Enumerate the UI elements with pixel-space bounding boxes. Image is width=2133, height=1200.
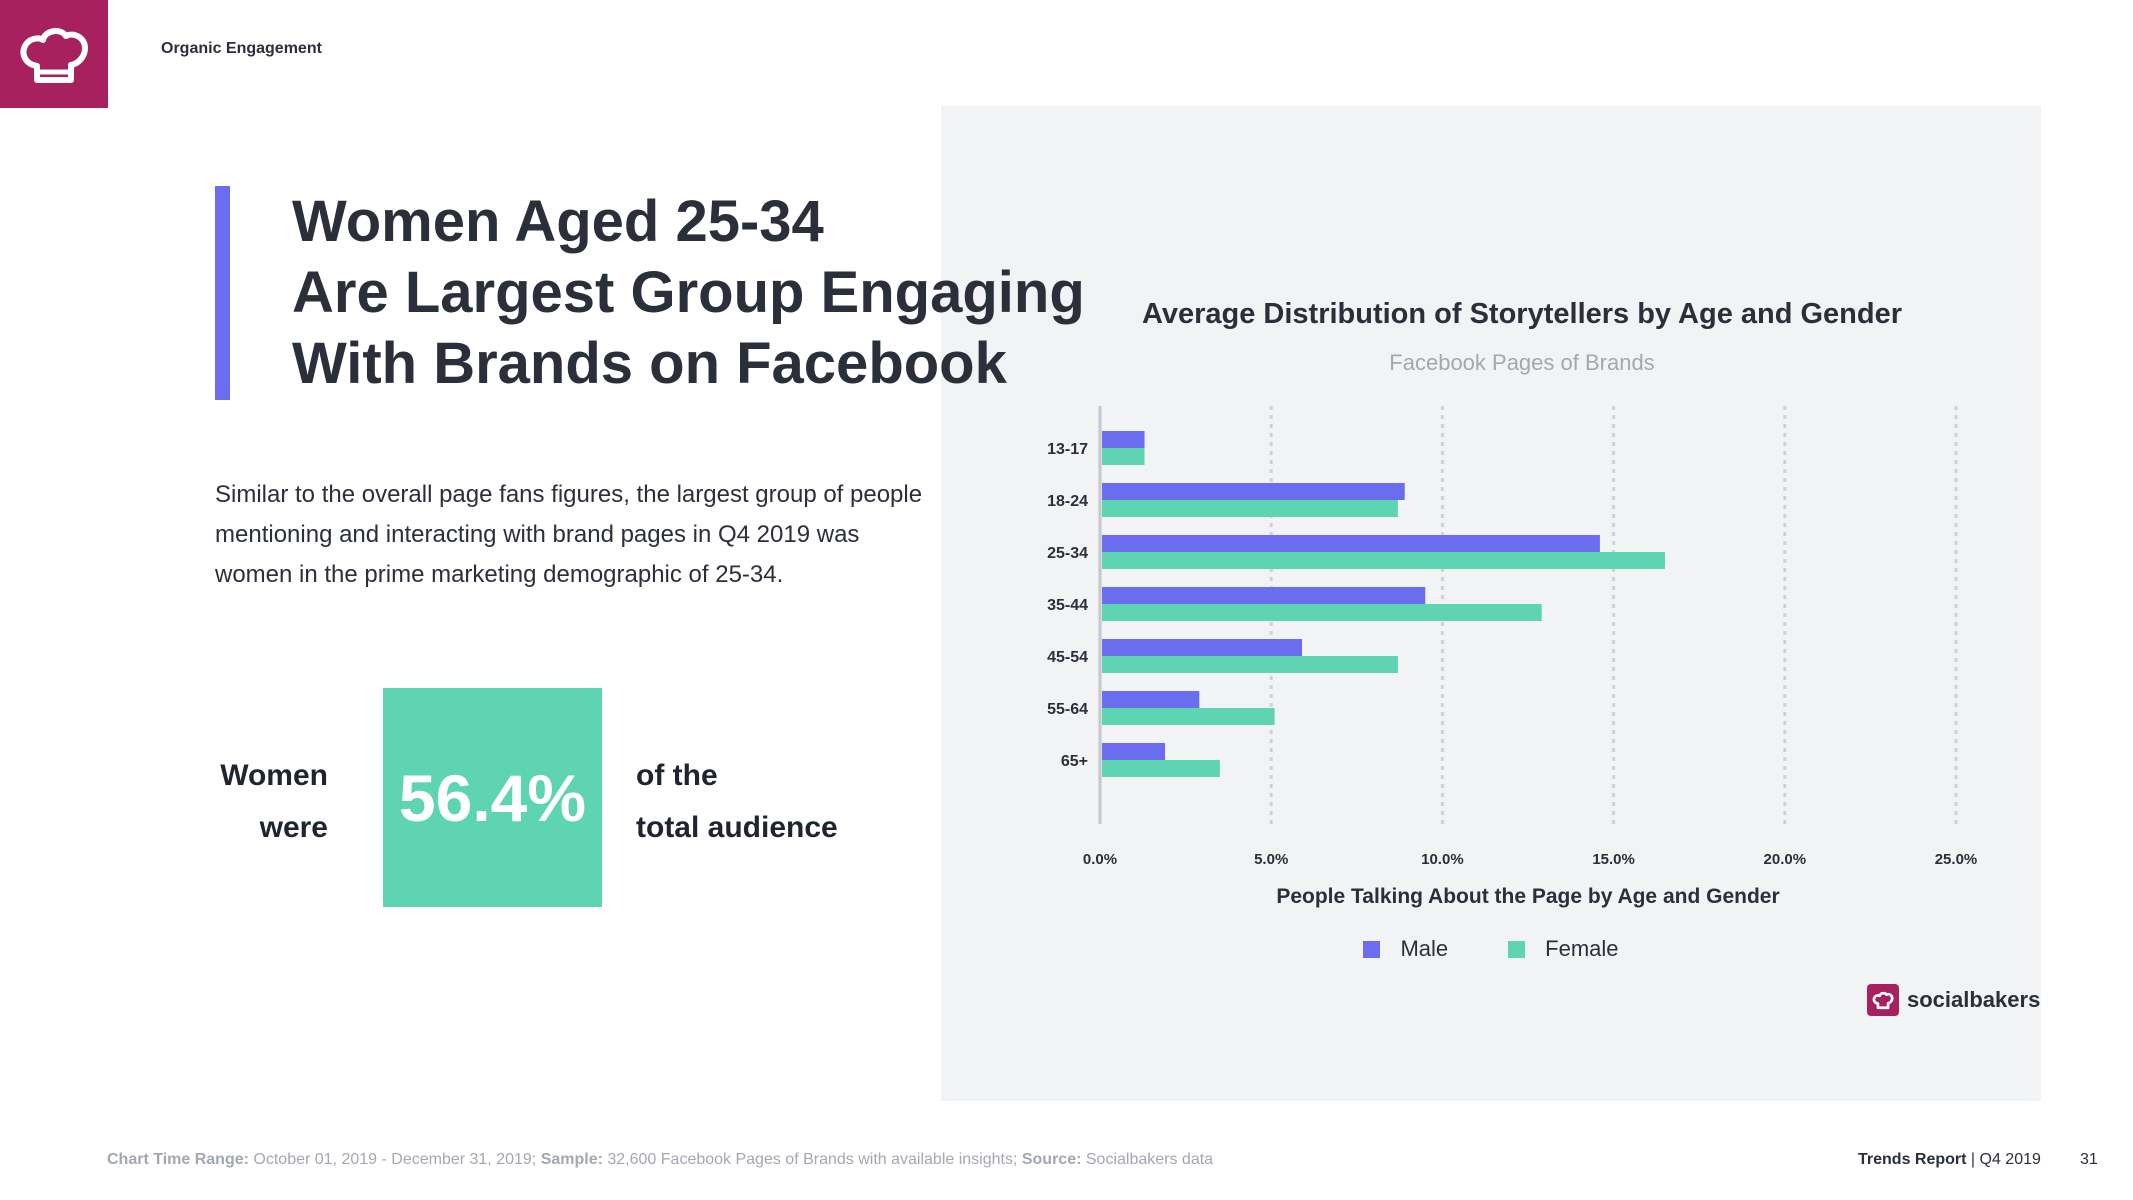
bar-female [1102,500,1398,517]
bar-female [1102,656,1398,673]
stat-suffix: of the total audience [636,750,896,854]
page-title-line: Women Aged 25-34 [292,189,824,254]
y-tick-label: 65+ [1061,753,1088,770]
stat-prefix-line: were [259,811,328,844]
legend-swatch [1508,940,1526,958]
footer-sample-value: 32,600 Facebook Pages of Brands with ava… [602,1151,1022,1168]
y-tick-label: 55-64 [1047,701,1088,718]
footer-range-label: Chart Time Range: [107,1151,249,1168]
chart-legend: Male Female [941,936,2041,962]
stat-prefix: Women were [200,750,328,854]
bar-male [1102,639,1303,656]
page-title: Women Aged 25-34 Are Largest Group Engag… [292,186,1092,399]
bar-female [1102,604,1542,621]
x-tick-label: 0.0% [1083,851,1117,868]
section-label: Organic Engagement [161,40,322,57]
bar-male [1102,535,1600,552]
chart-subtitle: Facebook Pages of Brands [1389,350,1655,375]
bar-female [1102,708,1275,725]
legend-label: Male [1400,936,1449,961]
socialbakers-brand: socialbakers [1867,984,2040,1016]
stat-value-box: 56.4% [383,688,602,907]
stat-prefix-line: Women [220,759,328,792]
bar-chart: 0.0% 5.0% 10.0% 15.0% 20.0% 25.0% 13-17 18-24 25… [1047,406,1978,908]
stat-value: 56.4% [398,760,587,835]
page-number: 31 [2080,1151,2098,1168]
stat-suffix-line: of the [636,759,718,792]
body-paragraph: Similar to the overall page fans figures… [215,481,923,588]
footer-source-label: Source: [1021,1151,1082,1168]
y-tick-label: 35-44 [1047,597,1088,614]
x-tick-label: 25.0% [1935,851,1978,868]
y-tick-label: 18-24 [1047,493,1088,510]
bar-female [1102,448,1145,465]
bar-male [1102,691,1200,708]
legend-swatch [1363,940,1381,958]
footer-source: Chart Time Range: October 01, 2019 - Dec… [107,1151,1213,1169]
bar-male [1102,743,1166,760]
page-title-line: With Brands on Facebook [292,331,1007,396]
bar-male [1102,483,1405,500]
footer-report-period: | Q4 2019 [1966,1151,2041,1168]
legend-item-female: Female [1508,936,1619,962]
footer-report-label: Trends Report [1858,1151,1967,1168]
socialbakers-logo-icon [1867,984,1899,1016]
y-tick-label: 25-34 [1047,545,1088,562]
page-title-line: Are Largest Group Engaging [292,260,1085,325]
logo-badge [0,0,108,108]
bar-male [1102,587,1426,604]
footer-sample-label: Sample: [540,1151,603,1168]
x-tick-label: 15.0% [1592,851,1635,868]
x-axis-label: People Talking About the Page by Age and… [1276,885,1779,908]
brand-name: socialbakers [1907,987,2041,1012]
bar-female [1102,760,1220,777]
y-tick-label: 45-54 [1047,649,1088,666]
headline-accent-bar [215,186,230,400]
y-tick-label: 13-17 [1047,441,1088,458]
x-tick-label: 10.0% [1421,851,1464,868]
x-tick-label: 5.0% [1254,851,1288,868]
x-tick-label: 20.0% [1764,851,1807,868]
footer-source-value: Socialbakers data [1081,1151,1214,1168]
legend-item-male: Male [1363,936,1448,962]
footer-range-value: October 01, 2019 - December 31, 2019; [248,1151,541,1168]
bar-male [1102,431,1145,448]
chart-title: Average Distribution of Storytellers by … [1141,298,1903,330]
bar-female [1102,552,1665,569]
chef-hat-icon [20,28,88,83]
stat-suffix-line: total audience [636,811,838,844]
legend-label: Female [1545,936,1619,961]
chart-panel: Average Distribution of Storytellers by … [941,106,2041,1101]
footer-report: Trends Report | Q4 2019 [1858,1151,2041,1169]
